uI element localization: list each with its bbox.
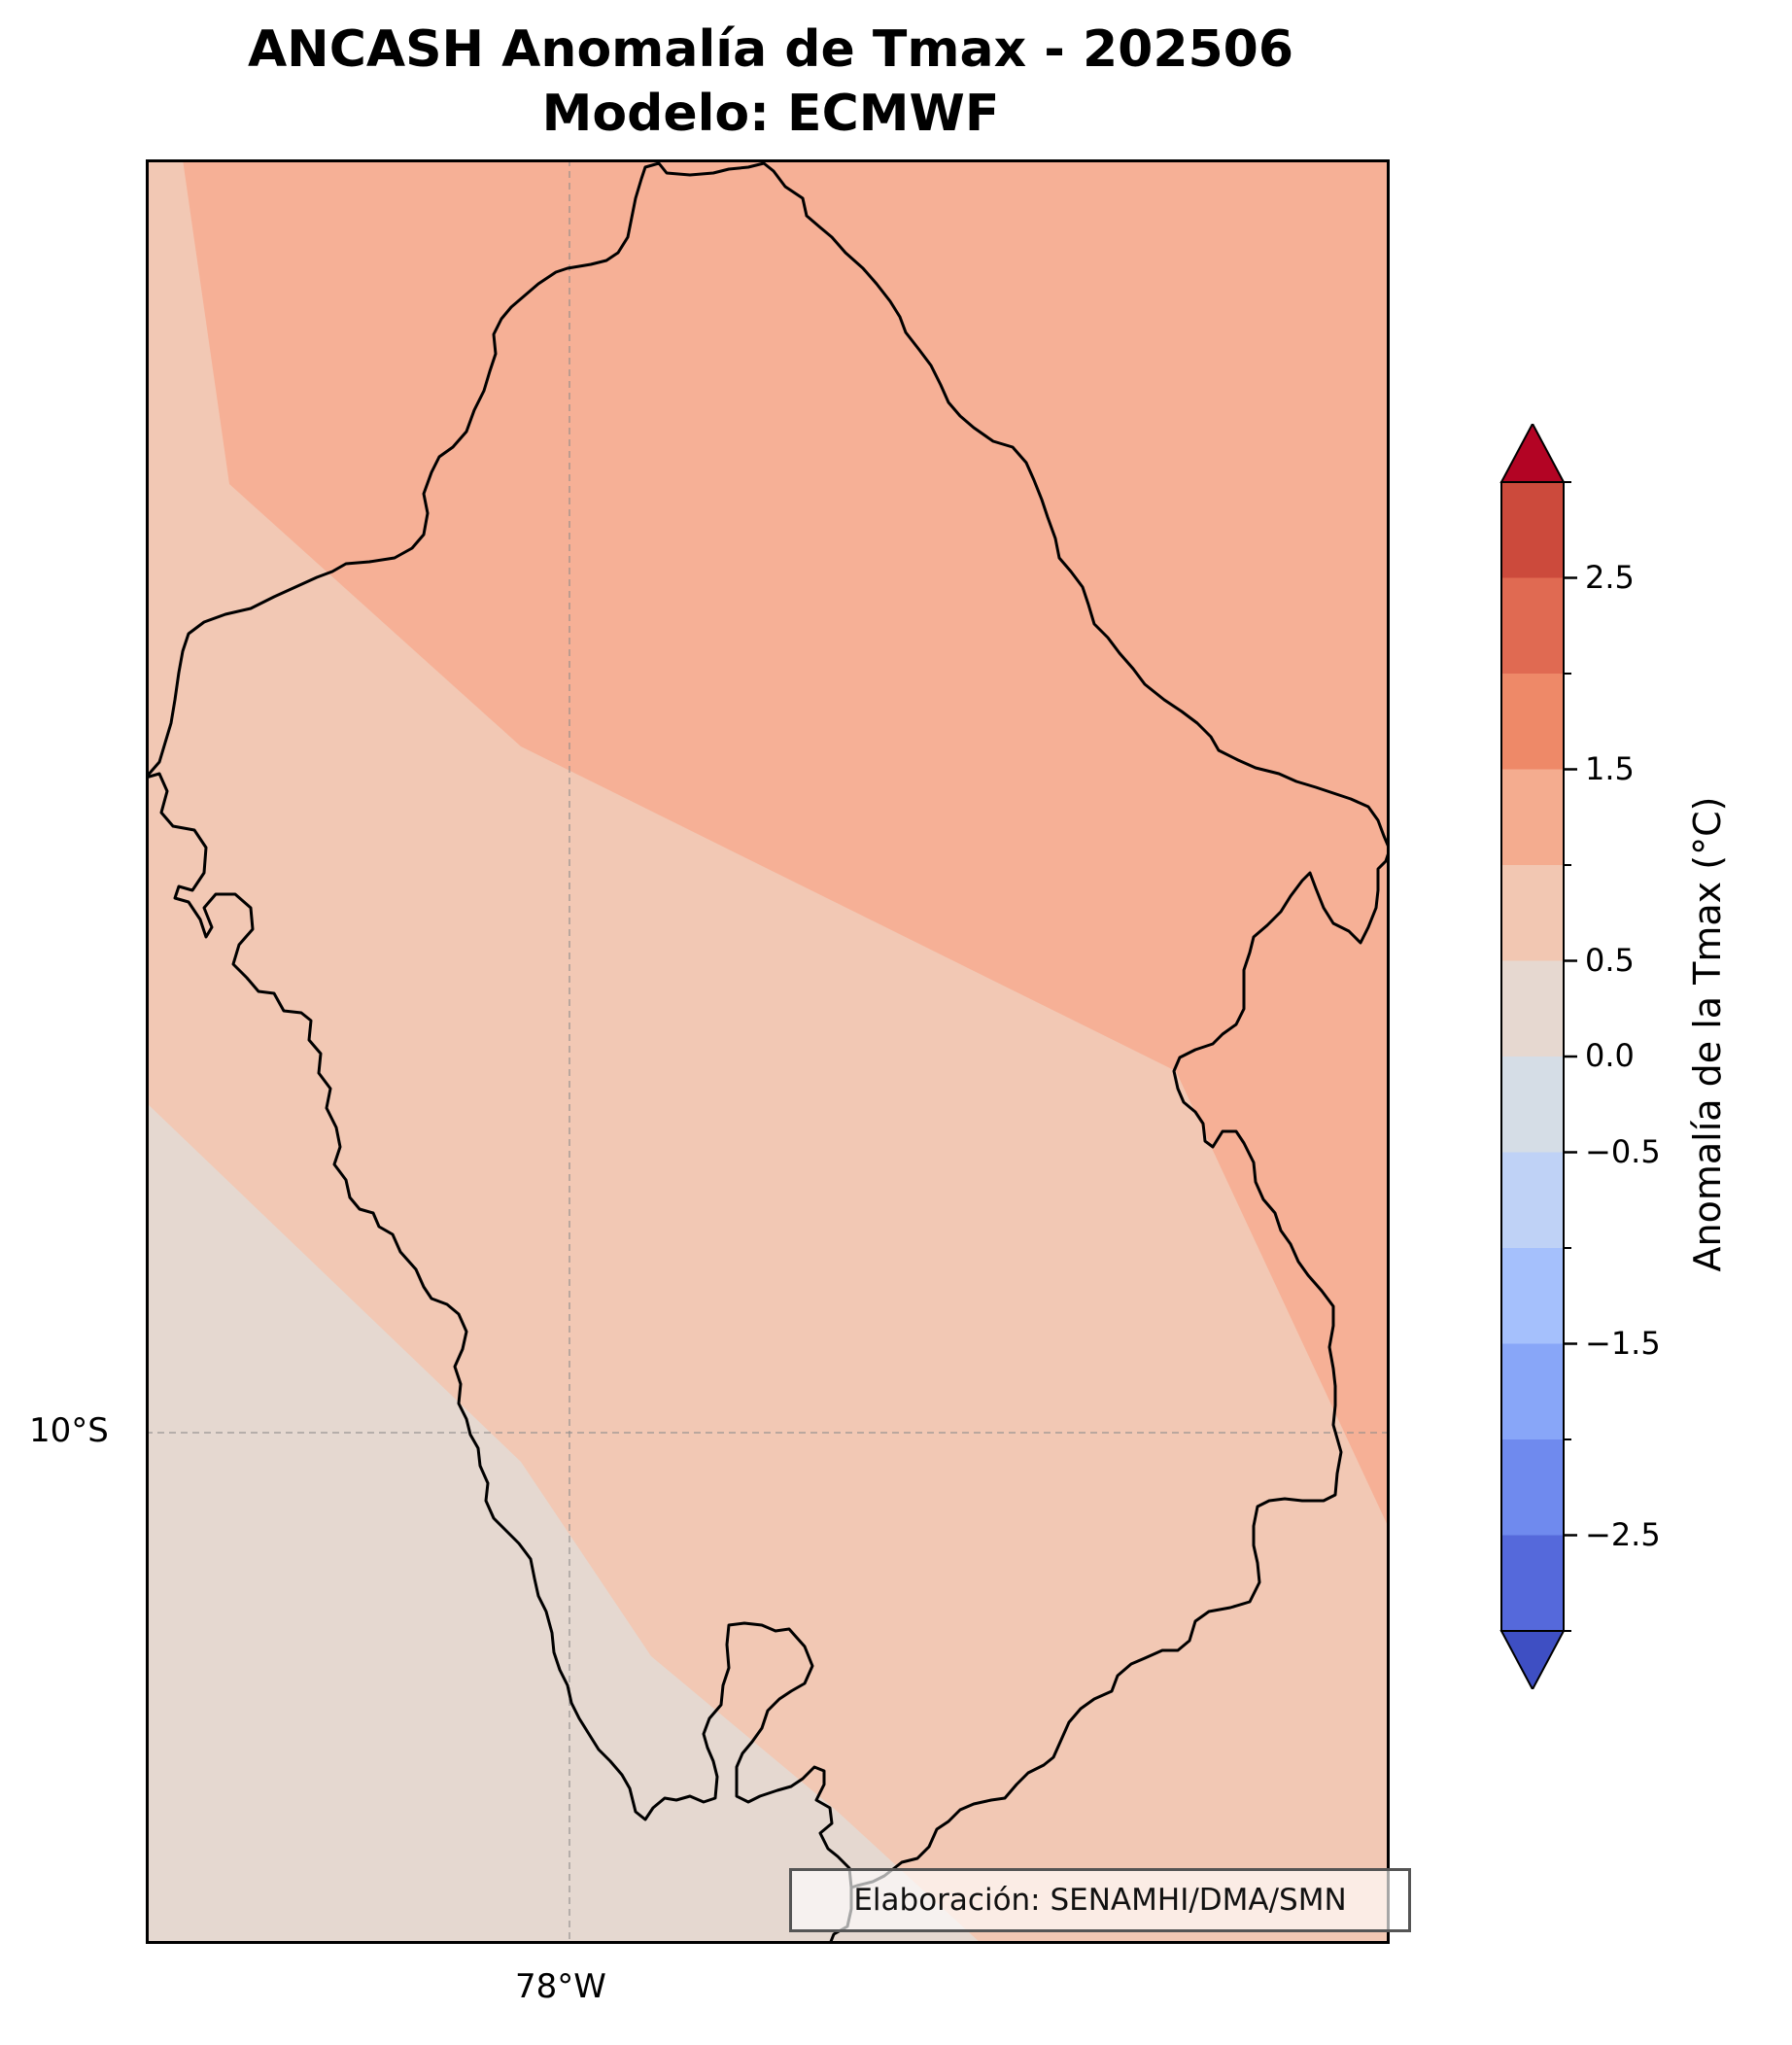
colorbar-bin <box>1501 1248 1564 1344</box>
ancash-border <box>146 772 853 1944</box>
map-svg <box>146 159 1390 1944</box>
ancash-border-east <box>146 161 1390 1889</box>
colorbar-svg <box>1499 421 1577 1692</box>
colorbar-tick-label: 1.5 <box>1585 749 1635 787</box>
map-panel <box>146 159 1390 1944</box>
colorbar-bin <box>1501 769 1564 865</box>
colorbar-extend-max <box>1499 421 1566 483</box>
colorbar-bin <box>1501 865 1564 961</box>
colorbar-tick-label: −1.5 <box>1585 1324 1661 1362</box>
lon-tick-label: 78°W <box>515 1967 606 2006</box>
credit-box: Elaboración: SENAMHI/DMA/SMN <box>789 1868 1411 1932</box>
colorbar-extend-min <box>1499 1630 1566 1692</box>
colorbar <box>1492 421 1647 1692</box>
colorbar-bin <box>1501 1439 1564 1536</box>
colorbar-bin <box>1501 577 1564 674</box>
chart-title: ANCASH Anomalía de Tmax - 202506 Modelo:… <box>146 17 1396 146</box>
colorbar-tick-label: −0.5 <box>1585 1132 1661 1170</box>
colorbar-bin <box>1501 1535 1564 1631</box>
title-line-2: Modelo: ECMWF <box>541 85 1000 143</box>
map-frame-border <box>146 159 1390 1944</box>
colorbar-bin <box>1501 960 1564 1057</box>
colorbar-bin <box>1501 1057 1564 1153</box>
colorbar-tick-label: −2.5 <box>1585 1515 1661 1553</box>
colorbar-tick-label: 2.5 <box>1585 558 1635 596</box>
colorbar-title: Anomalía de la Tmax (°C) <box>1686 796 1729 1272</box>
colorbar-bin <box>1501 1343 1564 1439</box>
colorbar-tick-label: 0.5 <box>1585 941 1635 979</box>
title-line-1: ANCASH Anomalía de Tmax - 202506 <box>247 20 1294 79</box>
colorbar-bin <box>1501 482 1564 578</box>
colorbar-tick-label: 0.0 <box>1585 1037 1635 1074</box>
anomaly-region-low <box>146 1102 982 1944</box>
lat-tick-label: 10°S <box>29 1411 109 1450</box>
colorbar-bin <box>1501 674 1564 770</box>
colorbar-bin <box>1501 1152 1564 1248</box>
